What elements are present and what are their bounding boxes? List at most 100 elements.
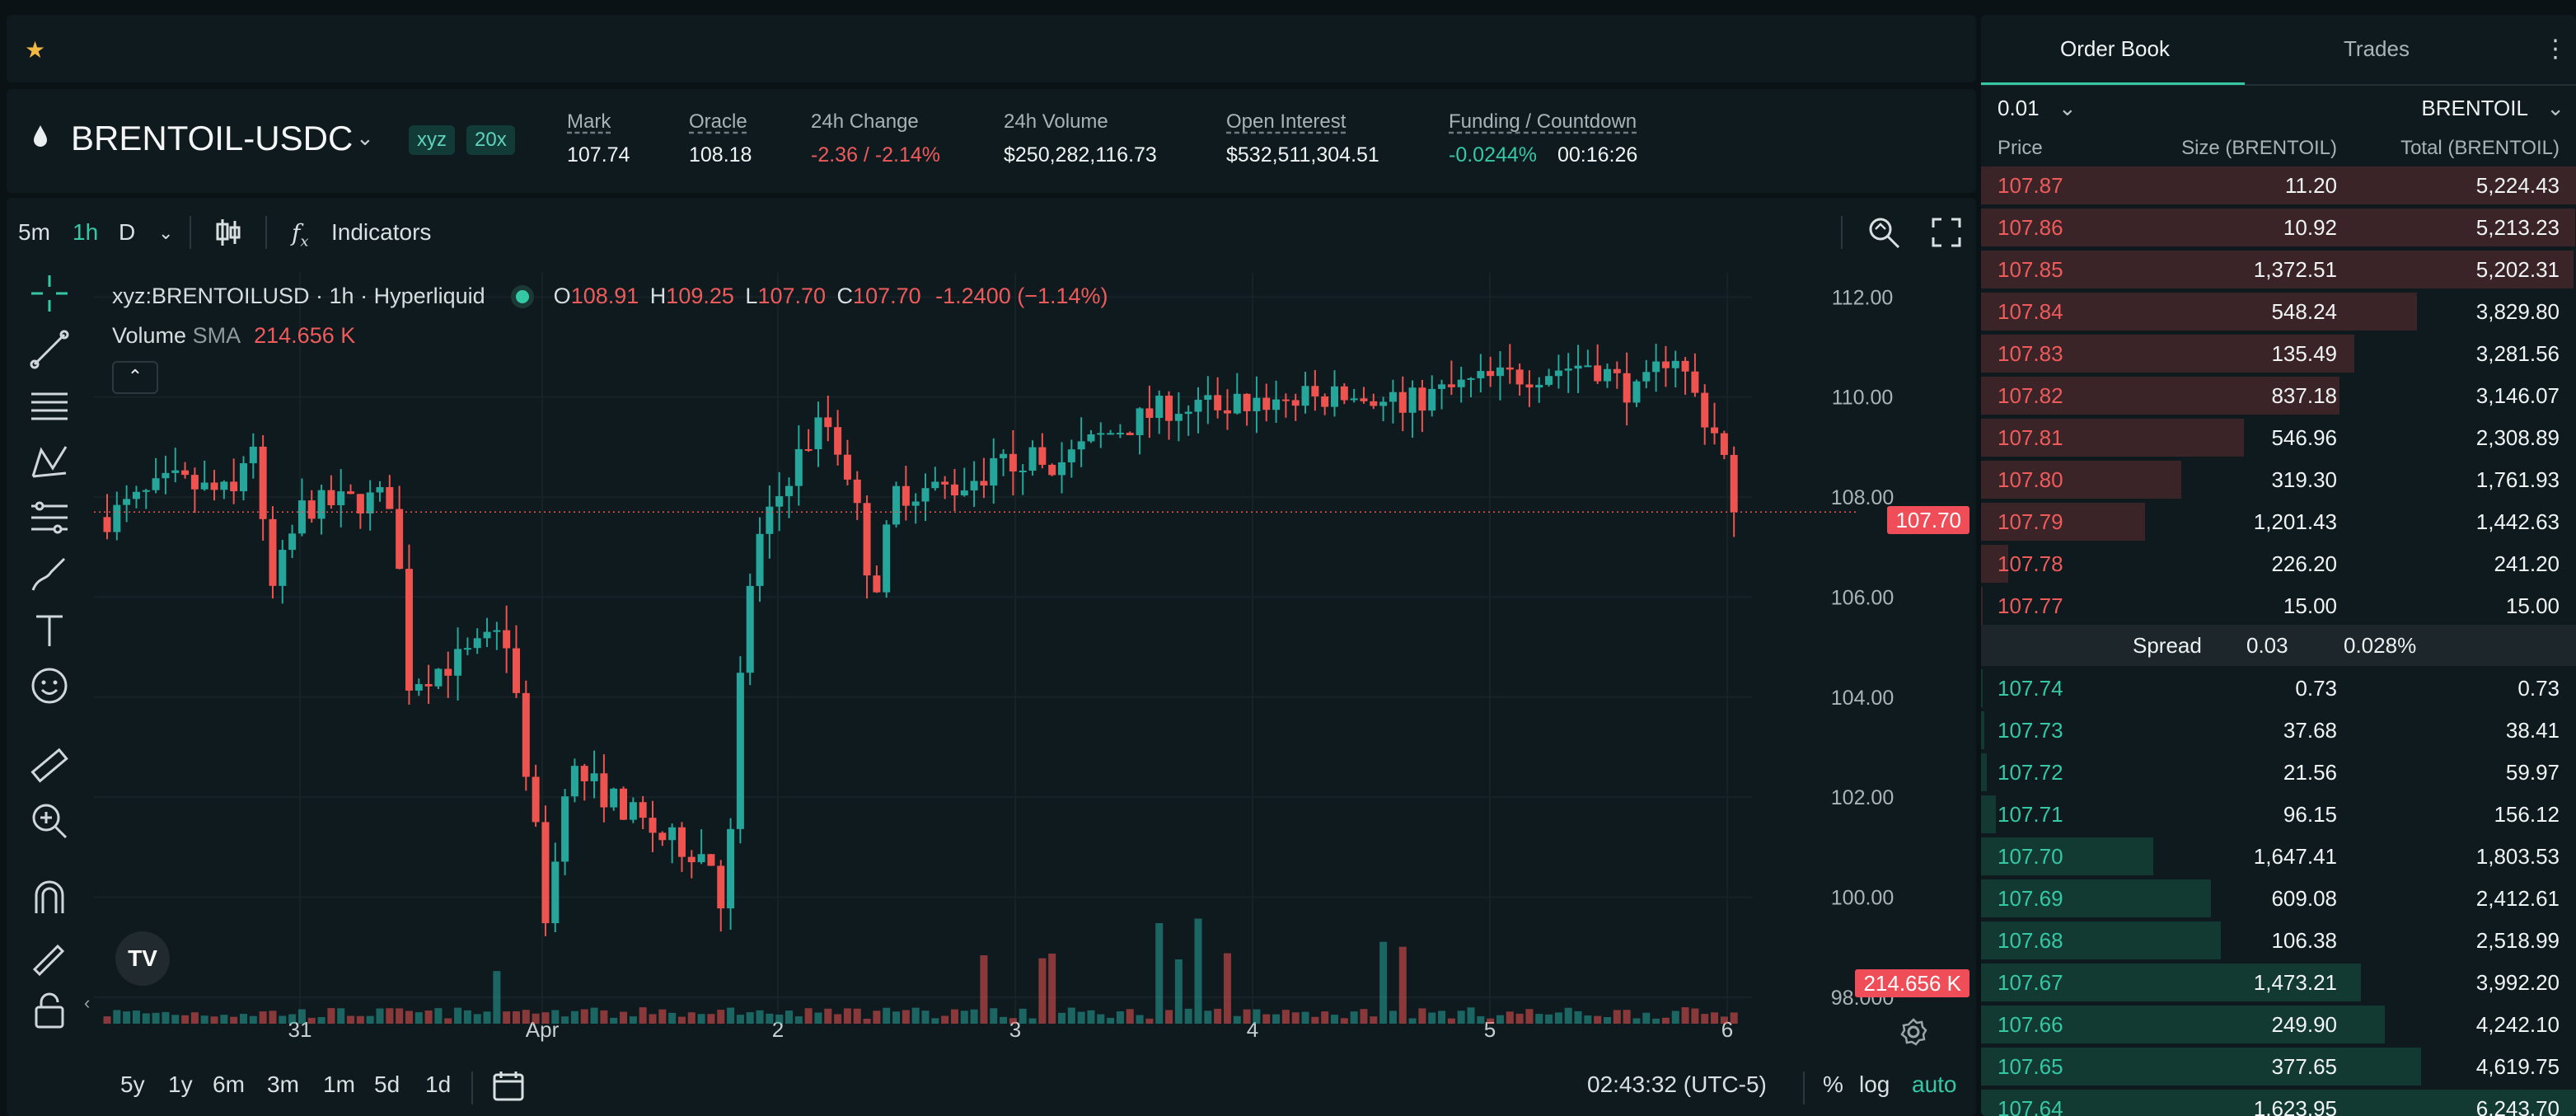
- bid-row[interactable]: 107.69 609.08 2,412.61: [1981, 878, 2576, 919]
- ask-row[interactable]: 107.80 319.30 1,761.93: [1981, 459, 2576, 500]
- range-5y[interactable]: 5y: [120, 1071, 145, 1097]
- stat-label[interactable]: Funding / Countdown: [1449, 110, 1637, 133]
- chevron-down-icon[interactable]: ⌄: [356, 125, 374, 150]
- ask-row[interactable]: 107.81 546.96 2,308.89: [1981, 417, 2576, 458]
- price-chart[interactable]: 31 Apr 2 3 4 5 6112.00110.00108.00106.00104.00…: [7, 198, 1976, 1116]
- volume-bar: [1594, 1015, 1602, 1024]
- bid-row[interactable]: 107.72 21.56 59.97: [1981, 752, 2576, 793]
- zoom-search-icon[interactable]: [1866, 214, 1902, 251]
- tab-trades[interactable]: Trades: [2344, 36, 2410, 61]
- interval-d[interactable]: D: [119, 219, 136, 245]
- interval-5m[interactable]: 5m: [18, 219, 50, 245]
- bid-row[interactable]: 107.74 0.73 0.73: [1981, 668, 2576, 709]
- ask-row[interactable]: 107.78 226.20 241.20: [1981, 543, 2576, 584]
- volume-bar: [1028, 1018, 1037, 1024]
- lock-icon[interactable]: [28, 989, 71, 1032]
- range-3m[interactable]: 3m: [267, 1071, 299, 1097]
- bid-row[interactable]: 107.64 1,623.95 6,243.70: [1981, 1088, 2576, 1116]
- volume-bar: [1038, 958, 1047, 1024]
- volume-bar: [1467, 1007, 1475, 1024]
- interval-1h[interactable]: 1h: [73, 219, 99, 245]
- trend-line-icon[interactable]: [28, 328, 71, 371]
- ask-row[interactable]: 107.83 135.49 3,281.56: [1981, 333, 2576, 374]
- brush-icon[interactable]: [28, 552, 71, 595]
- emoji-icon[interactable]: [28, 664, 71, 707]
- bid-row[interactable]: 107.67 1,473.21 3,992.20: [1981, 962, 2576, 1003]
- volume-bar: [1389, 1010, 1397, 1024]
- auto-toggle[interactable]: auto: [1912, 1071, 1957, 1097]
- ruler-icon[interactable]: [28, 745, 71, 788]
- tradingview-logo[interactable]: TV: [115, 931, 170, 986]
- bid-row[interactable]: 107.68 106.38 2,518.99: [1981, 920, 2576, 961]
- horizontal-lines-icon[interactable]: [28, 384, 71, 427]
- unit-select[interactable]: BRENTOIL ⌄: [2421, 96, 2564, 121]
- volume-bar: [580, 1009, 588, 1024]
- favorites-bar: ★: [7, 15, 1976, 82]
- legend-title[interactable]: xyz:BRENTOILUSD · 1h · Hyperliquid: [112, 284, 485, 308]
- settings-gear-icon[interactable]: [1899, 1017, 1928, 1047]
- scroll-left-icon[interactable]: ‹: [84, 992, 91, 1013]
- order-book-panel: Order Book Trades ⋮ 0.01 ⌄ BRENTOIL ⌄ Pr…: [1981, 15, 2576, 1116]
- ask-row[interactable]: 107.86 10.92 5,213.23: [1981, 207, 2576, 248]
- zoom-in-icon[interactable]: [28, 799, 71, 842]
- bid-row[interactable]: 107.66 249.90 4,242.10: [1981, 1004, 2576, 1045]
- more-options-icon[interactable]: ⋮: [2543, 35, 2568, 63]
- volume-label[interactable]: Volume: [112, 323, 187, 348]
- candle-body: [1028, 447, 1037, 471]
- volume-bar: [639, 1007, 647, 1024]
- y-tick-label: 106.00: [1831, 586, 1894, 609]
- stat-label[interactable]: Mark: [567, 110, 611, 133]
- percent-toggle[interactable]: %: [1823, 1071, 1843, 1097]
- bid-row[interactable]: 107.65 377.65 4,619.75: [1981, 1046, 2576, 1087]
- bid-row[interactable]: 107.70 1,647.41 1,803.53: [1981, 836, 2576, 877]
- tick-size-select[interactable]: 0.01 ⌄: [1998, 96, 2077, 121]
- magnet-icon[interactable]: [28, 877, 71, 920]
- size-cell: 1,372.51: [2253, 257, 2337, 282]
- stat-label[interactable]: Oracle: [689, 110, 747, 133]
- star-icon[interactable]: ★: [25, 37, 46, 63]
- ask-row[interactable]: 107.79 1,201.43 1,442.63: [1981, 501, 2576, 542]
- volume-bar: [1165, 1010, 1173, 1024]
- pattern-icon[interactable]: [28, 440, 71, 483]
- clock-time[interactable]: 02:43:32 (UTC-5): [1587, 1071, 1767, 1097]
- size-cell: 96.15: [2283, 802, 2337, 827]
- range-1d[interactable]: 1d: [425, 1071, 452, 1097]
- y-tick-label: 112.00: [1832, 286, 1894, 309]
- fx-icon[interactable]: fx: [292, 219, 309, 251]
- lock-drawing-icon[interactable]: [28, 933, 71, 976]
- fullscreen-icon[interactable]: [1930, 216, 1963, 249]
- candle-body: [853, 479, 861, 504]
- fib-icon[interactable]: [28, 496, 71, 539]
- range-5d[interactable]: 5d: [374, 1071, 400, 1097]
- range-1y[interactable]: 1y: [168, 1071, 193, 1097]
- tab-order-book[interactable]: Order Book: [2060, 36, 2170, 61]
- log-toggle[interactable]: log: [1859, 1071, 1890, 1097]
- volume-bar: [570, 1010, 578, 1024]
- range-6m[interactable]: 6m: [213, 1071, 245, 1097]
- stat-label[interactable]: Open Interest: [1226, 110, 1347, 133]
- leverage-tag[interactable]: 20x: [466, 125, 515, 155]
- ask-row[interactable]: 107.82 837.18 3,146.07: [1981, 375, 2576, 416]
- market-symbol[interactable]: BRENTOIL-USDC: [71, 119, 354, 157]
- volume-bar: [1691, 1008, 1699, 1024]
- chevron-down-icon[interactable]: ⌄: [158, 223, 174, 243]
- candle-type-icon[interactable]: [214, 216, 242, 249]
- collapse-legend-button[interactable]: ⌃: [112, 361, 158, 394]
- text-icon[interactable]: [28, 608, 71, 651]
- ask-row[interactable]: 107.77 15.00 15.00: [1981, 585, 2576, 626]
- ask-row[interactable]: 107.87 11.20 5,224.43: [1981, 165, 2576, 206]
- ask-row[interactable]: 107.84 548.24 3,829.80: [1981, 291, 2576, 332]
- bid-row[interactable]: 107.73 37.68 38.41: [1981, 710, 2576, 751]
- range-1m[interactable]: 1m: [323, 1071, 355, 1097]
- indicators-button[interactable]: Indicators: [331, 219, 432, 245]
- bid-row[interactable]: 107.71 96.15 156.12: [1981, 794, 2576, 835]
- candle-body: [970, 481, 978, 491]
- ask-row[interactable]: 107.85 1,372.51 5,202.31: [1981, 249, 2576, 290]
- candle-body: [1457, 379, 1465, 387]
- size-cell: 106.38: [2271, 928, 2337, 953]
- stat-value: 108.18: [689, 143, 752, 166]
- crosshair-icon[interactable]: [28, 272, 71, 315]
- size-cell: 1,201.43: [2253, 509, 2337, 534]
- volume-bar: [1000, 1016, 1008, 1024]
- calendar-icon[interactable]: [491, 1070, 527, 1103]
